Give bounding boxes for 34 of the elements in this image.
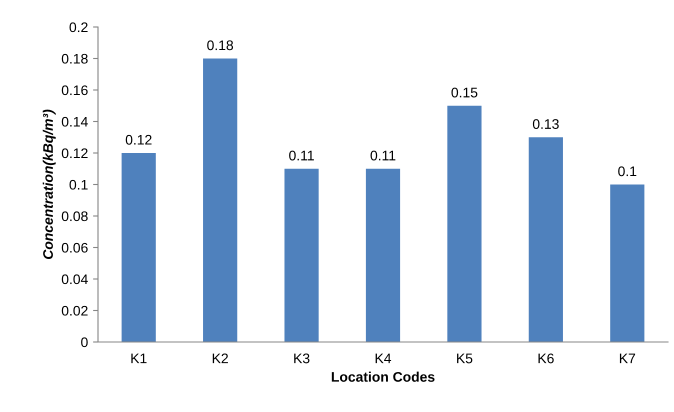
y-tick-label: 0.02 (62, 306, 88, 316)
data-label: 0.13 (532, 119, 559, 129)
data-label: 0.1 (618, 166, 636, 176)
y-tick-label: 0.08 (62, 211, 88, 222)
bar (203, 58, 238, 342)
x-tick-label: K6 (538, 353, 554, 364)
x-tick-label: K1 (131, 354, 147, 364)
data-label: 0.11 (370, 150, 396, 160)
y-tick-label: 0.1 (70, 180, 88, 190)
x-tick-label: K5 (457, 354, 472, 364)
bar (447, 106, 482, 342)
x-tick-label: K3 (294, 353, 310, 364)
x-tick-label: K2 (212, 353, 228, 364)
y-tick-label: 0.2 (70, 22, 88, 32)
x-tick-label: K7 (620, 354, 636, 364)
y-axis-title: Concentration(kBq/m³) (42, 110, 56, 260)
y-tick-label: 0 (81, 337, 88, 348)
data-label: 0.15 (451, 88, 478, 98)
y-tick-label: 0.18 (62, 54, 88, 64)
data-label: 0.18 (207, 40, 234, 50)
bar (528, 137, 563, 342)
y-tick-label: 0.06 (62, 242, 88, 253)
data-label: 0.12 (126, 134, 152, 145)
y-tick-label: 0.04 (62, 274, 88, 284)
bar (366, 168, 400, 342)
bar (610, 184, 644, 342)
y-tick-label: 0.14 (62, 116, 88, 127)
x-tick-label: K4 (376, 354, 392, 364)
x-axis-title: Location Codes (332, 372, 435, 382)
data-label: 0.11 (289, 150, 314, 160)
bar (284, 168, 319, 342)
bar (122, 153, 156, 342)
y-tick-label: 0.16 (62, 85, 88, 96)
y-tick-label: 0.12 (62, 148, 88, 158)
